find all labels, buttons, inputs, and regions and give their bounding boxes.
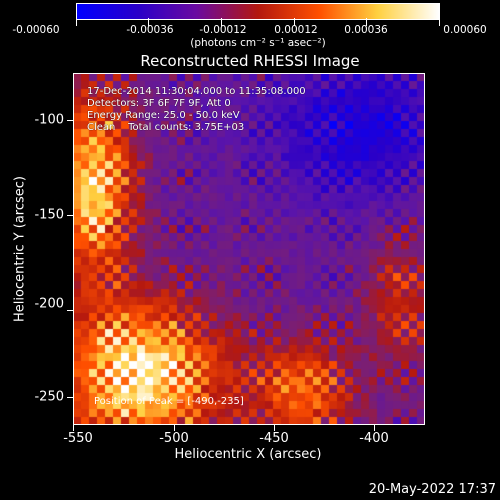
x-tick-label: -450 bbox=[259, 431, 289, 446]
y-tick bbox=[67, 310, 73, 311]
colorbar-tick bbox=[76, 18, 77, 26]
y-axis-label: Heliocentric Y (arcsec) bbox=[12, 176, 28, 322]
colorbar-tick-label: -0.00060 bbox=[12, 24, 60, 36]
peak-position-text: Position of Peak = [-490,-235] bbox=[94, 396, 244, 407]
x-tick bbox=[274, 425, 275, 431]
y-tick-label: -150 bbox=[34, 207, 64, 223]
colorbar-tick-label: 0.00012 bbox=[274, 24, 318, 36]
colorbar-tick bbox=[294, 18, 295, 26]
colorbar bbox=[76, 3, 440, 20]
y-tick bbox=[67, 397, 73, 398]
colorbar-tick bbox=[439, 18, 440, 26]
x-tick-label: -550 bbox=[63, 431, 93, 446]
colorbar-tick bbox=[221, 18, 222, 26]
colorbar-tick-label: 0.00060 bbox=[443, 24, 487, 36]
x-tick-label: -400 bbox=[359, 431, 389, 446]
colorbar-tick-label: 0.00036 bbox=[344, 24, 388, 36]
y-tick bbox=[67, 120, 73, 121]
clean-counts-text: Clean Total counts: 3.75E+03 bbox=[87, 122, 245, 133]
x-tick-label: -500 bbox=[159, 431, 189, 446]
x-tick bbox=[174, 425, 175, 431]
colorbar-tick-label: -0.00036 bbox=[126, 24, 174, 36]
heatmap-canvas bbox=[73, 73, 425, 425]
colorbar-tick bbox=[148, 18, 149, 26]
y-tick-label: -100 bbox=[34, 112, 64, 128]
colorbar-tick-label: -0.00012 bbox=[199, 24, 247, 36]
y-tick-label: -250 bbox=[34, 389, 64, 405]
time-range-text: 17-Dec-2014 11:30:04.000 to 11:35:08.000 bbox=[87, 86, 306, 97]
x-tick bbox=[73, 425, 74, 431]
y-tick bbox=[67, 215, 73, 216]
detectors-text: Detectors: 3F 6F 7F 9F, Att 0 bbox=[87, 98, 231, 109]
colorbar-units: (photons cm⁻² s⁻¹ asec⁻²) bbox=[190, 37, 326, 49]
y-tick-label: -200 bbox=[34, 296, 64, 312]
footer-date: 20-May-2022 17:37 bbox=[368, 482, 496, 497]
colorbar-tick bbox=[366, 18, 367, 26]
x-tick bbox=[374, 425, 375, 431]
x-axis-label: Heliocentric X (arcsec) bbox=[174, 447, 322, 462]
plot-title: Reconstructed RHESSI Image bbox=[140, 52, 360, 70]
energy-range-text: Energy Range: 25.0 - 50.0 keV bbox=[87, 110, 240, 121]
image-plot[interactable]: 17-Dec-2014 11:30:04.000 to 11:35:08.000… bbox=[73, 73, 425, 425]
